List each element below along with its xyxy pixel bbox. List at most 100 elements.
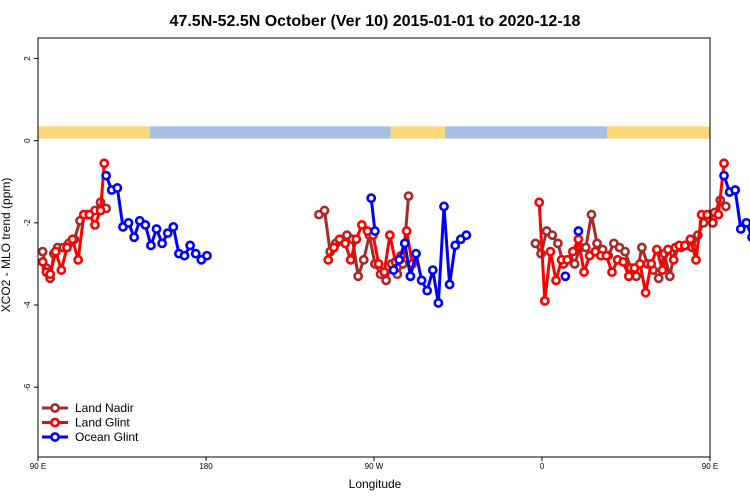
data-point — [370, 226, 380, 236]
data-point — [73, 254, 84, 265]
data-point — [403, 191, 414, 202]
data-point — [623, 271, 634, 282]
legend-item: Land Glint — [42, 416, 130, 430]
band-segment-land — [390, 126, 445, 139]
data-point — [381, 275, 392, 286]
x-tick-label: 0 — [540, 462, 545, 471]
data-point — [534, 197, 545, 208]
data-point — [646, 259, 657, 269]
data-point — [663, 244, 673, 255]
data-point — [394, 254, 405, 265]
data-point — [129, 232, 140, 243]
series-line — [392, 204, 468, 305]
data-point — [319, 205, 330, 216]
data-point — [37, 246, 48, 257]
data-point — [702, 209, 713, 220]
data-point — [635, 259, 645, 269]
data-point — [202, 250, 212, 261]
data-point — [405, 271, 416, 282]
data-point — [37, 256, 48, 267]
data-point — [668, 254, 679, 265]
data-point — [551, 275, 561, 286]
data-point — [50, 246, 61, 257]
data-point — [573, 234, 584, 245]
data-point — [547, 230, 558, 241]
data-point — [530, 238, 541, 249]
data-point — [651, 244, 662, 255]
data-point — [411, 248, 421, 259]
data-point — [401, 226, 412, 236]
data-point — [56, 265, 67, 275]
data-point — [545, 246, 556, 257]
data-point — [580, 242, 591, 253]
y-tick-label: -4 — [23, 301, 32, 309]
data-point — [422, 285, 433, 296]
data-point — [84, 209, 95, 220]
legend-item: Land Nadir — [42, 401, 134, 415]
data-point — [640, 287, 651, 298]
data-point — [162, 228, 173, 239]
data-point — [719, 158, 729, 169]
data-point — [567, 246, 578, 257]
x-tick-label: 90 E — [702, 462, 718, 471]
data-point — [185, 240, 196, 251]
data-point — [151, 224, 162, 234]
data-point — [592, 238, 602, 249]
data-point — [399, 238, 410, 249]
data-point — [607, 267, 617, 278]
data-point — [560, 271, 571, 282]
data-point — [719, 170, 729, 181]
chart-title: 47.5N-52.5N October (Ver 10) 2015-01-01 … — [170, 13, 581, 30]
plot-frame — [37, 37, 711, 458]
data-point — [358, 254, 369, 265]
data-point — [388, 265, 399, 275]
data-point — [631, 271, 642, 282]
axes: 90 E 180 90 W 0 90 E 2 0 -2 -4 -6 — [23, 56, 718, 471]
data-point — [620, 246, 630, 257]
y-axis-label: XCO2 - MLO trend (ppm) — [0, 178, 13, 313]
data-point — [62, 242, 72, 253]
legend-swatch-marker — [50, 432, 60, 442]
legend-swatch-marker — [50, 403, 60, 413]
data-point — [45, 269, 56, 280]
data-point — [539, 296, 550, 306]
band-segment-land — [607, 126, 710, 139]
data-point — [112, 183, 123, 193]
band-segment-ocean — [150, 126, 391, 139]
data-point — [562, 254, 573, 265]
data-point — [146, 240, 156, 251]
data-point — [636, 242, 647, 253]
data-point — [99, 158, 110, 169]
data-point — [157, 238, 168, 249]
series-group — [37, 158, 750, 308]
data-point — [328, 242, 339, 253]
data-point — [384, 230, 395, 241]
data-point — [586, 209, 597, 220]
data-point — [95, 205, 106, 216]
data-point — [340, 238, 350, 249]
legend-label: Land Glint — [75, 416, 130, 430]
y-tick-label: -2 — [23, 219, 32, 227]
x-tick-label: 90 W — [365, 462, 384, 471]
data-point — [351, 234, 362, 245]
data-point — [450, 240, 461, 251]
data-point — [439, 201, 449, 212]
x-tick-label: 180 — [199, 462, 213, 471]
data-point — [679, 240, 690, 251]
data-point — [601, 250, 612, 261]
data-point — [713, 209, 724, 220]
data-point — [685, 234, 696, 245]
data-point — [569, 259, 580, 269]
data-point — [691, 254, 701, 265]
data-point — [573, 226, 584, 236]
x-tick-label: 90 E — [30, 462, 46, 471]
data-point — [366, 193, 377, 204]
legend-swatch-marker — [50, 417, 60, 428]
data-point — [345, 254, 356, 265]
data-point — [190, 248, 201, 259]
series-line — [537, 163, 726, 303]
data-point — [373, 259, 384, 269]
data-point — [416, 275, 427, 286]
data-point — [653, 273, 664, 284]
